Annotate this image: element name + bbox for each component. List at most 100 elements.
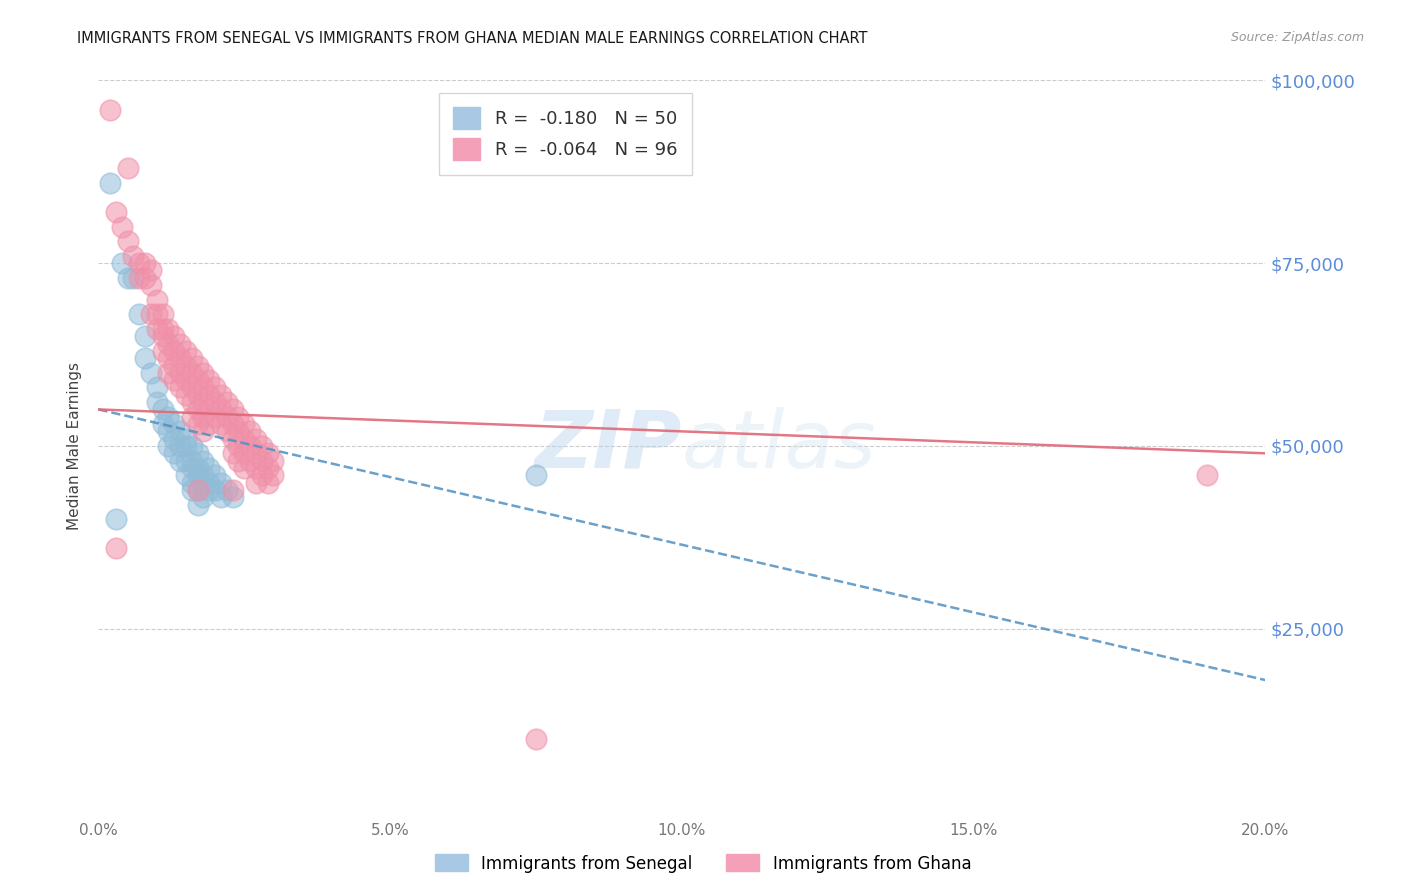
Point [187,483,209,497]
Point [157,409,180,424]
Text: ZIP: ZIP [534,407,682,485]
Point [174,432,197,446]
Point [157,425,180,439]
Point [180,453,202,467]
Point [233,417,256,431]
Point [117,161,139,175]
Point [198,475,221,490]
Point [163,432,186,446]
Point [1195,468,1218,483]
Point [163,329,186,343]
Point [262,468,284,483]
Point [146,322,169,336]
Point [174,373,197,387]
Point [180,439,202,453]
Point [146,395,169,409]
Point [122,270,145,285]
Point [128,256,150,270]
Point [146,307,169,321]
Point [128,307,150,321]
Point [221,446,243,460]
Point [180,461,202,475]
Point [228,409,250,424]
Point [157,351,180,366]
Point [104,541,127,556]
Point [193,468,215,483]
Point [128,270,150,285]
Point [180,351,202,366]
Point [215,483,238,497]
Point [180,395,202,409]
Point [193,425,215,439]
Point [180,409,202,424]
Point [187,468,209,483]
Point [198,417,221,431]
Point [187,417,209,431]
Point [134,256,156,270]
Point [250,439,273,453]
Point [233,446,256,460]
Point [204,483,226,497]
Point [215,409,238,424]
Point [187,446,209,460]
Point [193,380,215,394]
Point [139,366,162,380]
Point [198,402,221,417]
Point [152,343,174,358]
Point [228,453,250,467]
Point [250,468,273,483]
Point [180,475,202,490]
Point [204,409,226,424]
Point [139,263,162,277]
Point [157,322,180,336]
Point [524,468,547,483]
Point [256,475,278,490]
Point [169,453,191,467]
Point [209,490,232,504]
Point [187,402,209,417]
Point [221,483,243,497]
Point [139,307,162,321]
Point [169,336,191,351]
Point [174,343,197,358]
Point [169,439,191,453]
Point [139,278,162,293]
Point [204,395,226,409]
Point [104,512,127,526]
Point [134,270,156,285]
Point [221,417,243,431]
Point [193,490,215,504]
Point [163,417,186,431]
Point [193,453,215,467]
Point [262,453,284,467]
Point [245,475,267,490]
Point [215,425,238,439]
Point [209,417,232,431]
Point [193,395,215,409]
Text: IMMIGRANTS FROM SENEGAL VS IMMIGRANTS FROM GHANA MEDIAN MALE EARNINGS CORRELATIO: IMMIGRANTS FROM SENEGAL VS IMMIGRANTS FR… [77,31,868,46]
Point [187,483,209,497]
Point [193,366,215,380]
Point [111,256,134,270]
Point [228,439,250,453]
Point [209,402,232,417]
Point [180,483,202,497]
Point [239,425,262,439]
Point [198,373,221,387]
Point [174,468,197,483]
Point [221,490,243,504]
Legend: Immigrants from Senegal, Immigrants from Ghana: Immigrants from Senegal, Immigrants from… [427,847,979,880]
Point [193,475,215,490]
Point [98,176,121,190]
Point [117,234,139,248]
Point [256,446,278,460]
Point [134,329,156,343]
Point [221,402,243,417]
Point [209,388,232,402]
Point [111,219,134,234]
Point [157,439,180,453]
Point [152,329,174,343]
Point [134,351,156,366]
Point [250,453,273,467]
Point [187,359,209,373]
